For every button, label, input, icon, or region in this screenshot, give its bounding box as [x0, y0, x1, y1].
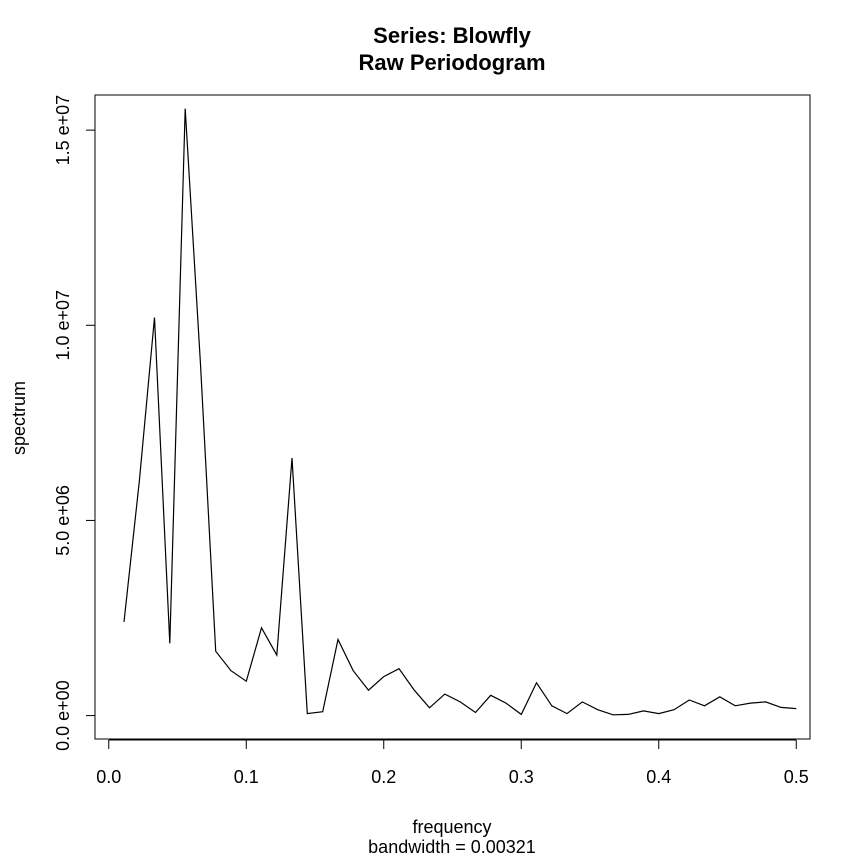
- x-axis-label: frequency: [412, 817, 491, 837]
- x-tick-label: 0.3: [509, 767, 534, 787]
- spectrum-line: [123, 108, 797, 716]
- x-tick-label: 0.2: [371, 767, 396, 787]
- y-tick-label: 5.0 e+06: [53, 485, 73, 556]
- chart-title: Series: Blowfly: [373, 23, 531, 48]
- x-axis: 0.0 0.1 0.2 0.3 0.4 0.5: [96, 739, 809, 787]
- y-axis-label: spectrum: [9, 381, 29, 455]
- x-axis-sublabel: bandwidth = 0.00321: [368, 837, 536, 857]
- y-tick-label: 0.0 e+00: [53, 680, 73, 751]
- y-tick-label: 1.0 e+07: [53, 290, 73, 361]
- x-tick-label: 0.5: [784, 767, 809, 787]
- x-tick-label: 0.1: [234, 767, 259, 787]
- y-tick-label: 1.5 e+07: [53, 95, 73, 166]
- plot-frame: [94, 94, 811, 740]
- x-tick-label: 0.4: [646, 767, 671, 787]
- y-axis: 0.0 e+00 5.0 e+06 1.0 e+07 1.5 e+07: [53, 95, 96, 751]
- x-tick-label: 0.0: [96, 767, 121, 787]
- chart-subtitle: Raw Periodogram: [358, 50, 545, 75]
